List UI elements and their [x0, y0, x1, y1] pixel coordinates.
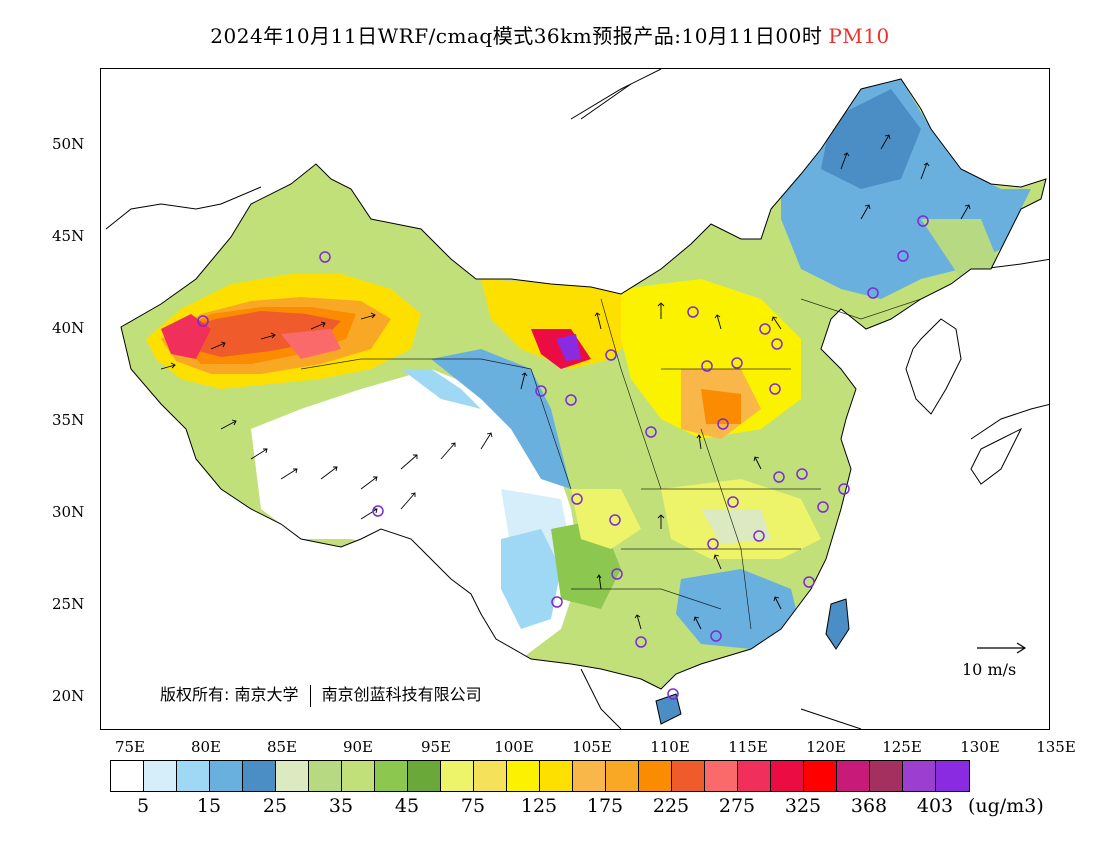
lon-label-100e: 100E [494, 738, 534, 756]
colorbar-label: 125 [520, 795, 558, 817]
lon-label-125e: 125E [882, 738, 922, 756]
lake-baikal-edge [580, 83, 632, 120]
lat-label-35n: 35N [52, 411, 85, 429]
colorbar-label: 325 [784, 795, 822, 817]
colorbar-cell [672, 761, 705, 791]
colorbar-cell [639, 761, 672, 791]
colorbar-cell [936, 761, 969, 791]
colorbar-cell [111, 761, 144, 791]
korea-peninsula-outline [905, 318, 962, 415]
lat-label-45n: 45N [52, 227, 85, 245]
colorbar-label: 45 [394, 795, 420, 817]
wind-reference-arrow-icon [977, 642, 1027, 654]
colorbar-cell [474, 761, 507, 791]
colorbar-cell [144, 761, 177, 791]
colorbar-cell [243, 761, 276, 791]
lat-label-20n: 20N [52, 687, 85, 705]
colorbar-cell [738, 761, 771, 791]
lon-label-110e: 110E [650, 738, 690, 756]
title-pollutant: PM10 [828, 24, 890, 48]
colorbar-cell [804, 761, 837, 791]
colorbar-label: 5 [136, 795, 150, 817]
lon-label-75e: 75E [114, 738, 146, 756]
pm10-map [100, 68, 1050, 730]
japan-kyushu [970, 427, 1023, 485]
colorbar-unit: (ug/m3) [968, 795, 1044, 817]
colorbar-label: 403 [916, 795, 954, 817]
colorbar-cell [606, 761, 639, 791]
lon-label-85e: 85E [266, 738, 298, 756]
map-title: 2024年10月11日WRF/cmaq模式36km预报产品:10月11日00时 P… [0, 20, 1100, 49]
copyright-text: 版权所有: 南京大学 南京创蓝科技有限公司 [160, 681, 482, 707]
city-markers [197, 215, 929, 700]
coast-russia-far-east [980, 258, 1049, 270]
colorbar-cell [375, 761, 408, 791]
lat-label-50n: 50N [52, 135, 85, 153]
colorbar-cell [408, 761, 441, 791]
japan-coast [970, 403, 1049, 440]
lon-label-95e: 95E [420, 738, 452, 756]
colorbar-cell [705, 761, 738, 791]
colorbar-cell [441, 761, 474, 791]
copyright-owner: 版权所有: 南京大学 [160, 685, 299, 704]
colorbar-cell [177, 761, 210, 791]
lon-label-115e: 115E [728, 738, 768, 756]
colorbar-label: 275 [718, 795, 756, 817]
colorbar-cell [870, 761, 903, 791]
colorbar-cell [309, 761, 342, 791]
china-border [120, 78, 1047, 690]
colorbar-label: 368 [850, 795, 888, 817]
colorbar-label: 15 [196, 795, 222, 817]
border-north-west [105, 186, 262, 230]
lat-label-30n: 30N [52, 503, 85, 521]
colorbar-cell [540, 761, 573, 791]
colorbar-cell [507, 761, 540, 791]
title-main: 2024年10月11日WRF/cmaq模式36km预报产品:10月11日00时 [210, 24, 823, 48]
colorbar-label: 175 [586, 795, 624, 817]
colorbar-cell [837, 761, 870, 791]
hainan-island [655, 693, 682, 725]
wind-vectors [160, 134, 971, 630]
lat-label-40n: 40N [52, 319, 85, 337]
lat-label-25n: 25N [52, 595, 85, 613]
copyright-divider [309, 684, 311, 707]
province-borders [300, 298, 922, 630]
lon-label-130e: 130E [960, 738, 1000, 756]
lon-label-90e: 90E [342, 738, 374, 756]
colorbar-cell [276, 761, 309, 791]
colorbar-label: 25 [262, 795, 288, 817]
philippines-coast [800, 708, 862, 729]
colorbar-label: 225 [652, 795, 690, 817]
taiwan-island [825, 598, 850, 650]
colorbar-cell [903, 761, 936, 791]
wind-reference-label: 10 m/s [962, 660, 1017, 679]
lon-label-120e: 120E [806, 738, 846, 756]
colorbar-label: 35 [328, 795, 354, 817]
colorbar-cell [771, 761, 804, 791]
colorbar-label: 75 [460, 795, 486, 817]
pm10-map-svg [105, 69, 1049, 729]
lon-label-105e: 105E [572, 738, 612, 756]
vietnam-coast [580, 668, 622, 729]
lon-label-80e: 80E [190, 738, 222, 756]
lake-baikal-outline [570, 69, 662, 120]
colorbar [110, 760, 970, 792]
colorbar-cell [342, 761, 375, 791]
colorbar-cell [573, 761, 606, 791]
colorbar-cell [210, 761, 243, 791]
lon-label-135e: 135E [1036, 738, 1076, 756]
copyright-company: 南京创蓝科技有限公司 [321, 685, 482, 704]
